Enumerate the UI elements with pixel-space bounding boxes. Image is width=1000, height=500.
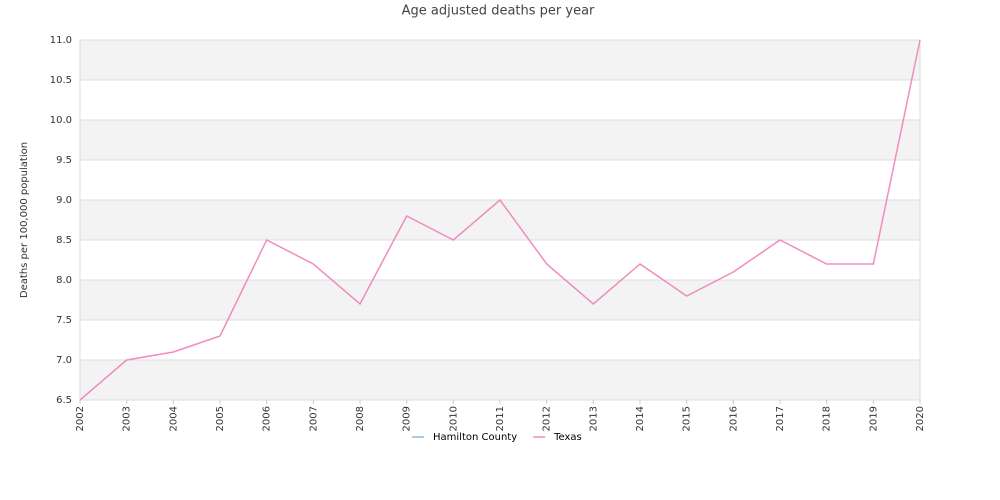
x-tick-label: 2014 [635,406,646,431]
x-tick-label: 2018 [822,406,833,431]
x-tick-label: 2005 [215,406,226,431]
grid-band [80,120,920,160]
x-tick-label: 2002 [75,406,86,431]
x-tick-label: 2017 [775,406,786,431]
y-tick-label: 6.5 [56,395,72,406]
grid-band [80,360,920,400]
data-line [79,39,921,401]
x-tick-label: 2010 [448,406,459,431]
x-tick-label: 2011 [495,406,506,431]
grid-band [80,40,920,80]
grid-band [80,280,920,320]
legend-label: Texas [553,432,582,443]
y-tick-label: 7.5 [56,315,72,326]
y-tick-label: 9.0 [56,195,72,206]
chart-title: Age adjusted deaths per year [402,4,595,19]
x-tick-label: 2003 [122,406,133,431]
grid-band [80,200,920,240]
x-tick-label: 2008 [355,406,366,431]
x-tick-label: 2012 [542,406,553,431]
y-tick-label: 8.5 [56,235,72,246]
x-tick-label: 2013 [588,406,599,431]
y-tick-label: 11.0 [50,35,72,46]
x-tick-label: 2004 [168,406,179,431]
y-tick-label: 10.0 [50,115,72,126]
x-tick-label: 2007 [308,406,319,431]
x-tick-label: 2015 [682,406,693,431]
y-tick-label: 10.5 [50,75,72,86]
y-axis-label: Deaths per 100,000 population [19,142,30,298]
x-tick-label: 2019 [868,406,879,431]
y-tick-label: 9.5 [56,155,72,166]
y-tick-label: 8.0 [56,275,72,286]
x-tick-label: 2020 [915,406,926,431]
y-tick-label: 7.0 [56,355,72,366]
x-tick-label: 2016 [728,406,739,431]
x-tick-label: 2006 [262,406,273,431]
legend-label: Hamilton County [433,432,517,443]
x-tick-label: 2009 [402,406,413,431]
